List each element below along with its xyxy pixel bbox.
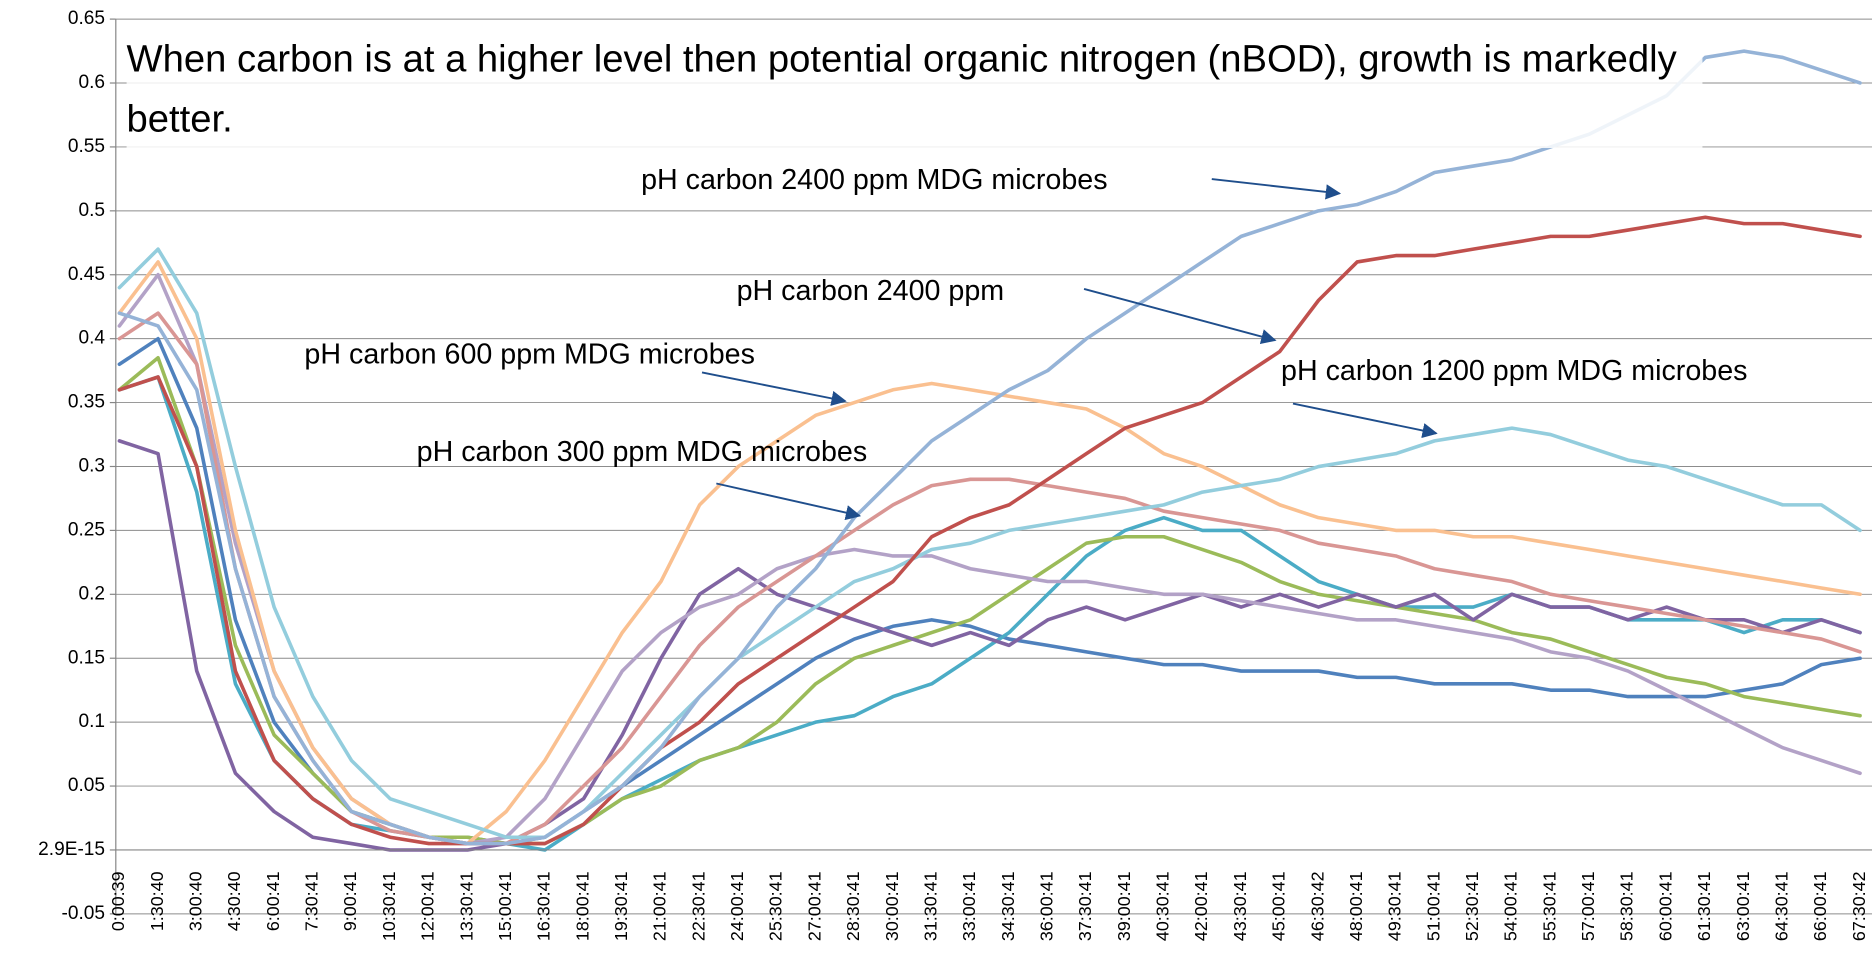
x-tick-label: 3:00:40 [185,871,205,931]
grid [115,18,1872,915]
x-tick-label: 16:30:41 [534,871,554,941]
x-tick-label: 51:00:41 [1423,871,1443,941]
y-tick-label: 0.3 [79,456,106,477]
x-tick-label: 19:30:41 [611,871,631,941]
y-tick-label: 0.1 [79,711,106,732]
x-tick-label: 28:30:41 [843,871,863,941]
y-tick-label: 0.15 [68,647,105,668]
annotation-arrow [701,371,847,406]
series-line [117,311,1862,846]
series-line [117,375,1862,852]
x-tick-label: 67:30:42 [1849,871,1869,941]
annotation: pH carbon 2400 ppm [737,275,1005,307]
x-tick-label: 13:30:41 [456,871,476,941]
x-tick-label: 49:30:41 [1385,871,1405,941]
annotation-arrow [716,482,862,521]
x-tick-label: 25:30:41 [766,871,786,941]
x-tick-label: 12:00:41 [418,871,438,941]
x-tick-label: 54:00:41 [1501,871,1521,941]
x-tick-label: 27:00:41 [804,871,824,941]
chart-title: When carbon is at a higher level then po… [126,28,1703,149]
y-tick-label: 0.6 [79,72,106,93]
annotation: pH carbon 2400 ppm MDG microbes [641,164,1107,196]
x-tick-label: 48:00:41 [1346,871,1366,941]
title-box: When carbon is at a higher level then po… [126,28,1703,149]
series-line [117,215,1862,846]
x-tick-label: 36:00:41 [1036,871,1056,941]
x-tick-label: 24:00:41 [727,871,747,941]
x-tick-label: 21:00:41 [650,871,670,941]
x-tick-label: 10:30:41 [379,871,399,941]
y-tick-label: 0.65 [68,8,105,29]
x-tick-label: 34:30:41 [998,871,1018,941]
y-tick-label: -0.05 [62,903,106,924]
x-tick-label: 52:30:41 [1462,871,1482,941]
y-tick-label: 0.45 [68,264,105,285]
x-tick-label: 42:00:41 [1191,871,1211,941]
x-tick-label: 40:30:41 [1153,871,1173,941]
annotation-arrow [1211,178,1342,200]
x-tick-label: 43:30:41 [1230,871,1250,941]
x-tick-label: 7:30:41 [302,871,322,931]
x-tick-label: 58:30:41 [1617,871,1637,941]
x-tick-label: 63:00:41 [1733,871,1753,941]
annotation: pH carbon 600 ppm MDG microbes [304,338,754,370]
y-tick-label: 2.9E-15 [38,839,105,860]
y-tick-label: 0.4 [79,328,106,349]
annotation-arrow [1083,287,1277,345]
annotation-arrow [1292,402,1438,439]
x-tick-label: 9:00:41 [340,871,360,931]
x-tick-label: 61:30:41 [1694,871,1714,941]
x-tick-label: 57:00:41 [1578,871,1598,941]
x-tick-label: 37:30:41 [1075,871,1095,941]
x-tick-label: 64:30:41 [1771,871,1791,941]
x-tick-label: 46:30:42 [1307,871,1327,941]
x-tick-label: 0:00:39 [108,871,128,931]
x-tick-label: 31:30:41 [920,871,940,941]
x-tick-label: 1:30:40 [147,871,167,931]
series-line [117,336,1862,846]
x-tick-label: 55:30:41 [1539,871,1559,941]
x-tick-label: 15:00:41 [495,871,515,941]
x-tick-label: 6:00:41 [263,871,283,931]
y-tick-label: 0.05 [68,775,105,796]
x-tick-label: 30:00:41 [882,871,902,941]
y-tick-label: 0.25 [68,519,105,540]
axes: -0.05 2.9E-15 0.05 0.1 0.15 0.2 0.25 0.3 0.35 0.4… [38,8,1872,941]
y-tick-label: 0.5 [79,200,106,221]
x-tick-label: 60:00:41 [1655,871,1675,941]
x-tick-label: 22:30:41 [688,871,708,941]
series-line [117,247,1862,840]
annotations: pH carbon 2400 ppm MDG microbes pH carbon… [304,164,1747,521]
x-tick-label: 66:00:41 [1810,871,1830,941]
annotation: pH carbon 300 ppm MDG microbes [417,436,867,468]
y-tick-label: 0.55 [68,136,105,157]
y-tick-label: 0.35 [68,392,105,413]
x-tick-label: 33:00:41 [959,871,979,941]
x-tick-label: 4:30:40 [224,871,244,931]
y-tick-label: 0.2 [79,583,106,604]
x-tick-label: 18:00:41 [572,871,592,941]
annotation: pH carbon 1200 ppm MDG microbes [1281,355,1747,387]
x-tick-label: 39:00:41 [1114,871,1134,941]
x-tick-label: 45:00:41 [1269,871,1289,941]
